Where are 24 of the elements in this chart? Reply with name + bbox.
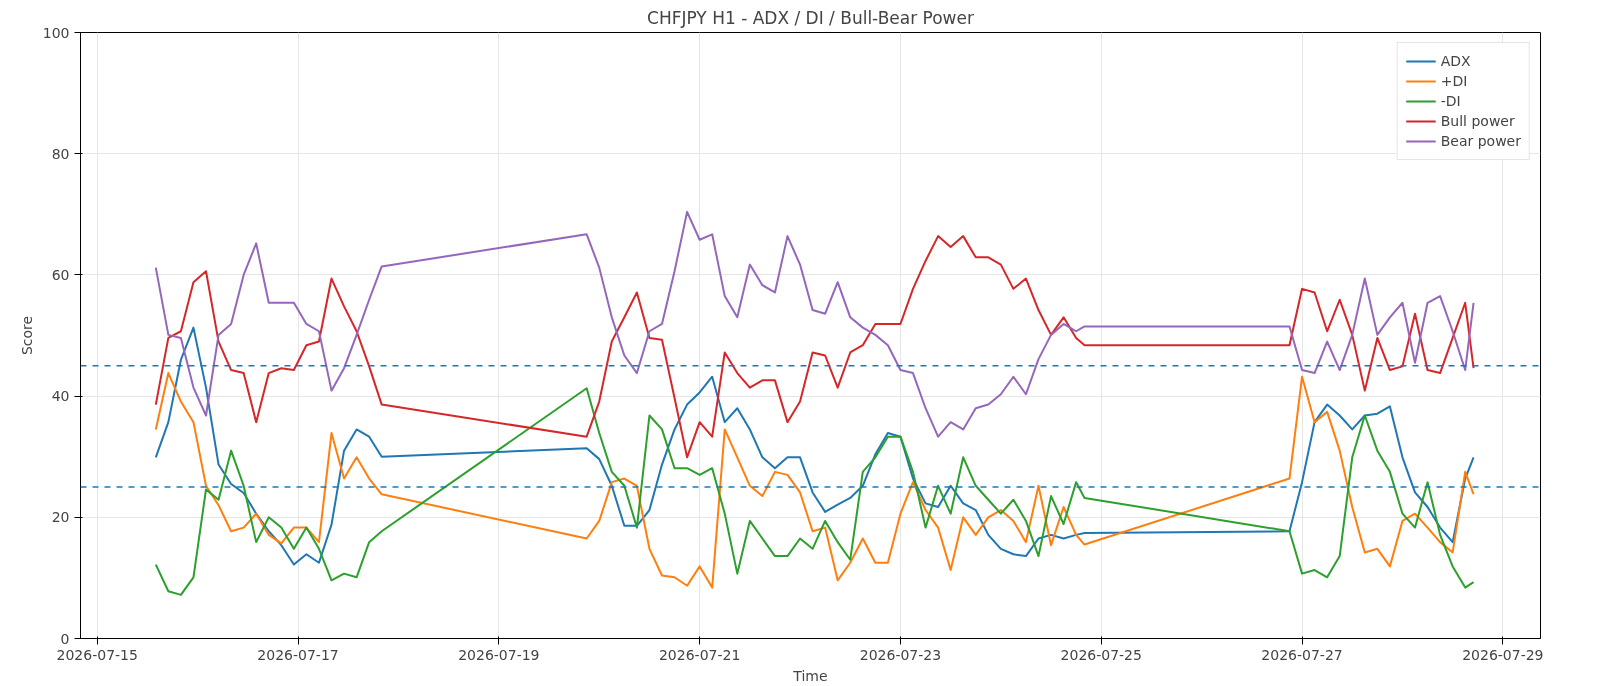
x-axis-title: Time	[792, 667, 828, 684]
x-tick-label: 2026-07-25	[1060, 646, 1142, 663]
legend-label: ADX	[1440, 53, 1471, 69]
line-series	[154, 235, 1475, 459]
y-tick-label: 60	[51, 266, 70, 283]
y-tick-label: 0	[60, 630, 70, 647]
x-tick-label: 2026-07-23	[859, 646, 942, 663]
legend-label: Bull power	[1440, 113, 1515, 129]
x-tick-label: 2026-07-21	[658, 646, 741, 663]
y-tick-label: 100	[42, 24, 70, 41]
x-tick-label: 2026-07-15	[56, 646, 138, 663]
legend-label: +DI	[1440, 73, 1468, 89]
y-tick-label: 80	[51, 145, 70, 162]
line-series	[154, 210, 1475, 438]
x-tick-label: 2026-07-17	[257, 646, 339, 663]
y-tick-label: 40	[51, 388, 70, 405]
y-axis-title: Score	[18, 315, 35, 356]
x-tick-label: 2026-07-27	[1261, 646, 1343, 663]
x-tick-label: 2026-07-29	[1462, 646, 1544, 663]
x-tick-label: 2026-07-19	[458, 646, 540, 663]
legend-label: Bear power	[1440, 133, 1521, 149]
legend-label: -DI	[1440, 93, 1461, 109]
chart-title: CHFJPY H1 - ADX / DI / Bull-Bear Power	[647, 7, 974, 28]
y-tick-label: 20	[51, 509, 70, 526]
